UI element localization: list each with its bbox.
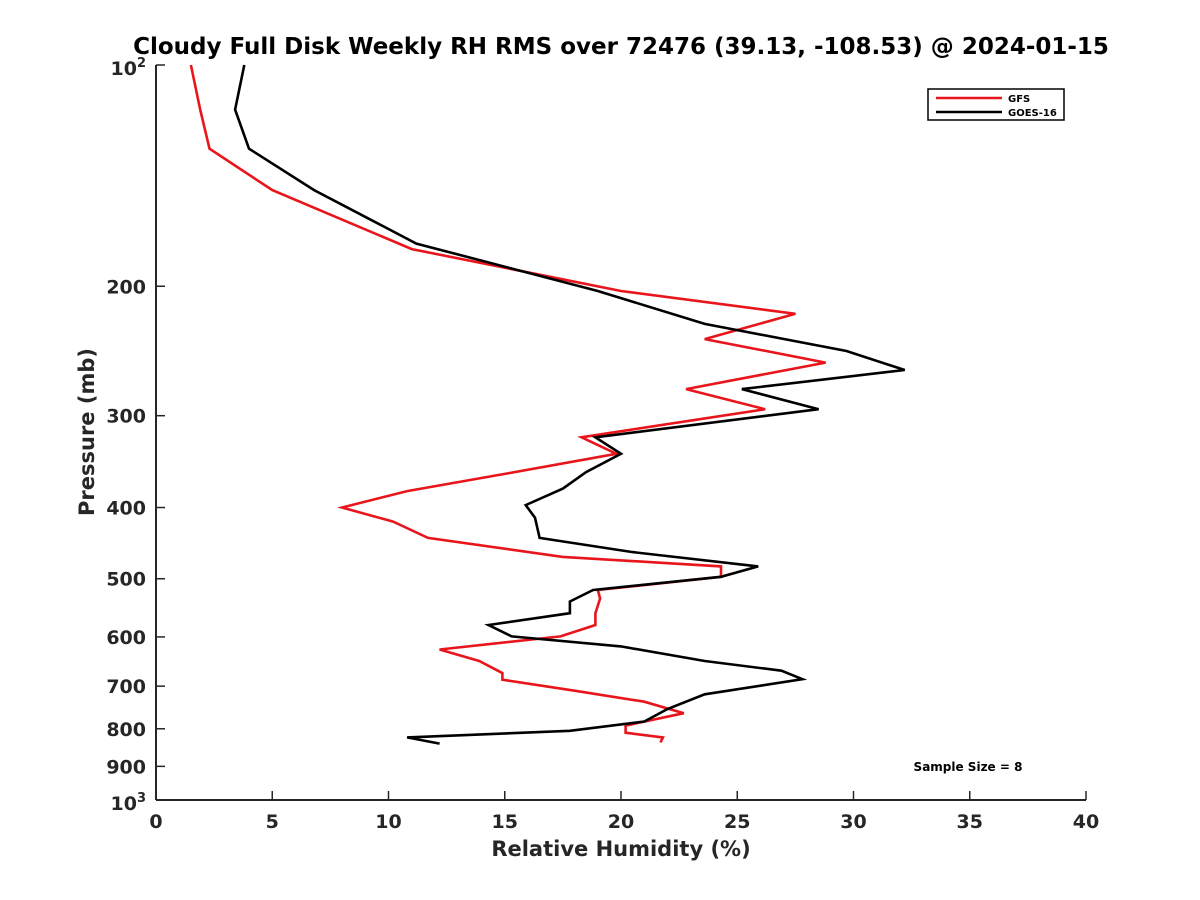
y-tick-label: 300	[106, 406, 146, 428]
y-axis-label: Pressure (mb)	[75, 348, 99, 516]
y-tick-label: 800	[106, 719, 146, 741]
x-tick-label: 25	[724, 811, 750, 833]
series-line-gfs	[189, 64, 826, 743]
x-tick-label: 5	[266, 811, 279, 833]
legend-box	[927, 88, 1065, 121]
x-axis-label: Relative Humidity (%)	[491, 837, 750, 861]
y-tick-label: 102	[111, 56, 147, 80]
x-tick-label: 35	[957, 811, 983, 833]
y-tick-label: 200	[106, 276, 146, 298]
y-tick-label: 900	[106, 756, 146, 778]
x-tick-label: 15	[492, 811, 518, 833]
legend: GFS GOES-16	[927, 88, 1065, 121]
x-tick-label: 30	[840, 811, 866, 833]
chart-title: Cloudy Full Disk Weekly RH RMS over 7247…	[133, 34, 1109, 60]
x-tick-label: 20	[608, 811, 634, 833]
y-tick-label: 103	[111, 791, 147, 815]
y-tick-label: 600	[106, 627, 146, 649]
x-ticks: 0 5 10 15 20 25 30 35 40	[149, 791, 1099, 833]
x-tick-label: 40	[1073, 811, 1099, 833]
x-tick-label: 10	[375, 811, 401, 833]
legend-label-goes-16: GOES-16	[1008, 108, 1057, 119]
series-lines	[189, 64, 906, 745]
sample-size-annotation: Sample Size = 8	[914, 760, 1023, 774]
y-tick-label: 500	[106, 569, 146, 591]
plot-area: 0 5 10 15 20 25 30 35 40 102 200 300 400 500 600 700 80…	[106, 56, 1099, 833]
legend-label-gfs: GFS	[1008, 94, 1030, 105]
y-tick-label: 400	[106, 498, 146, 520]
x-tick-label: 0	[149, 811, 162, 833]
series-line-goes-16	[233, 64, 906, 745]
y-tick-label: 700	[106, 676, 146, 698]
y-ticks: 102 200 300 400 500 600 700 800 900 103	[106, 56, 165, 815]
